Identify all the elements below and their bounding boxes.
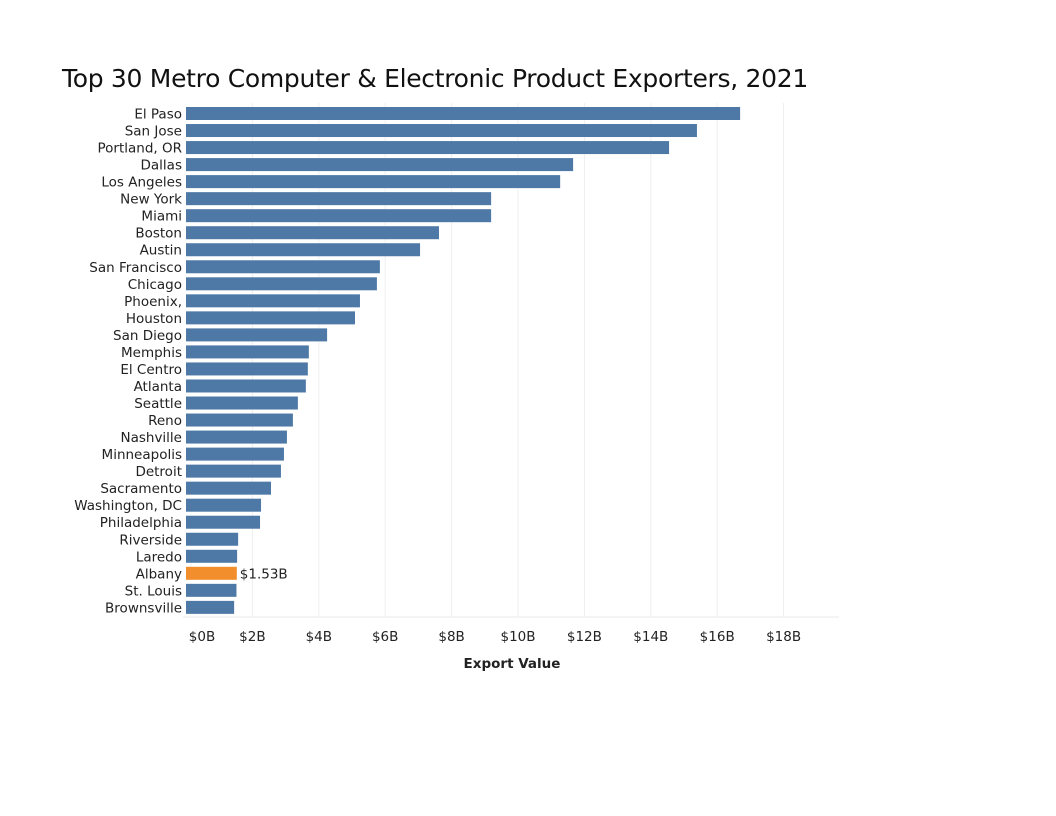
bar-austin[interactable]: [186, 243, 421, 257]
bar-reno[interactable]: [186, 413, 293, 427]
bar-san-jose[interactable]: [186, 124, 697, 138]
bar-laredo[interactable]: [186, 549, 238, 563]
category-label: Portland, OR: [97, 141, 182, 157]
x-tick-label: $14B: [633, 629, 668, 645]
bar-el-paso[interactable]: [186, 107, 741, 120]
bar-el-centro[interactable]: [186, 362, 308, 376]
x-tick-label: $0B: [189, 629, 215, 645]
category-label: Atlanta: [134, 379, 182, 395]
category-label: El Centro: [120, 362, 182, 378]
data-label: $1.53B: [240, 566, 288, 582]
category-label: New York: [120, 192, 182, 208]
gridlines: [251, 103, 785, 617]
bar-philadelphia[interactable]: [186, 515, 261, 529]
x-tick-label: $4B: [306, 629, 332, 645]
category-label: Chicago: [128, 277, 182, 293]
bar-washington-dc[interactable]: [186, 498, 262, 512]
bar-san-diego[interactable]: [186, 328, 328, 342]
bar-miami[interactable]: [186, 209, 492, 223]
category-label: Nashville: [120, 430, 182, 446]
category-label: Sacramento: [100, 481, 182, 497]
chart-title: Top 30 Metro Computer & Electronic Produ…: [62, 64, 808, 93]
bar-sacramento[interactable]: [186, 481, 271, 495]
x-tick-label: $6B: [372, 629, 398, 645]
bar-albany[interactable]: [186, 566, 237, 580]
category-label: Austin: [140, 243, 182, 259]
x-tick-label: $16B: [700, 629, 735, 645]
bar-atlanta[interactable]: [186, 379, 306, 393]
bar-boston[interactable]: [186, 226, 439, 240]
bar-phoenix[interactable]: [186, 294, 360, 308]
bar-memphis[interactable]: [186, 345, 309, 359]
data-labels: $1.53B: [240, 566, 288, 582]
bar-chicago[interactable]: [186, 277, 377, 291]
bar-san-francisco[interactable]: [186, 260, 380, 274]
bar-st-louis[interactable]: [186, 583, 237, 597]
category-label: Dallas: [141, 158, 182, 174]
category-label: San Francisco: [89, 260, 182, 276]
category-label: Los Angeles: [101, 175, 182, 191]
category-label: Brownsville: [105, 600, 182, 616]
category-label: El Paso: [134, 107, 182, 123]
category-label: Phoenix,: [124, 294, 182, 310]
bar-brownsville[interactable]: [186, 600, 235, 614]
bar-seattle[interactable]: [186, 396, 298, 410]
x-axis-ticks: $0B $2B $4B $6B $8B $10B $12B $14B $16B $18B: [189, 629, 801, 645]
category-label: Washington, DC: [74, 498, 182, 514]
category-label: Houston: [126, 311, 182, 327]
category-label: Albany: [136, 566, 182, 582]
x-tick-label: $2B: [239, 629, 265, 645]
bar-nashville[interactable]: [186, 430, 287, 444]
category-label: Detroit: [135, 464, 182, 480]
category-label: Seattle: [134, 396, 182, 412]
category-label: Memphis: [121, 345, 182, 361]
category-label: Laredo: [136, 549, 182, 565]
bar-detroit[interactable]: [186, 464, 281, 478]
bar-dallas[interactable]: [186, 158, 574, 172]
x-tick-label: $8B: [438, 629, 464, 645]
category-label: Minneapolis: [102, 447, 182, 463]
x-tick-label: $12B: [567, 629, 602, 645]
x-axis-title: Export Value: [464, 656, 561, 672]
category-label: Riverside: [119, 532, 182, 548]
category-label: Miami: [141, 209, 182, 225]
x-tick-label: $18B: [766, 629, 801, 645]
category-label: Boston: [135, 226, 182, 242]
category-label: San Diego: [113, 328, 182, 344]
bar-houston[interactable]: [186, 311, 355, 325]
bars: [186, 107, 741, 614]
category-label: Reno: [148, 413, 182, 429]
x-tick-label: $10B: [500, 629, 535, 645]
bar-riverside[interactable]: [186, 532, 239, 546]
category-label: St. Louis: [125, 583, 182, 599]
bar-new-york[interactable]: [186, 192, 492, 206]
category-label: San Jose: [125, 124, 182, 140]
category-label: Philadelphia: [100, 515, 182, 531]
bar-minneapolis[interactable]: [186, 447, 284, 461]
bar-los-angeles[interactable]: [186, 175, 561, 189]
bar-portland-or[interactable]: [186, 141, 670, 155]
